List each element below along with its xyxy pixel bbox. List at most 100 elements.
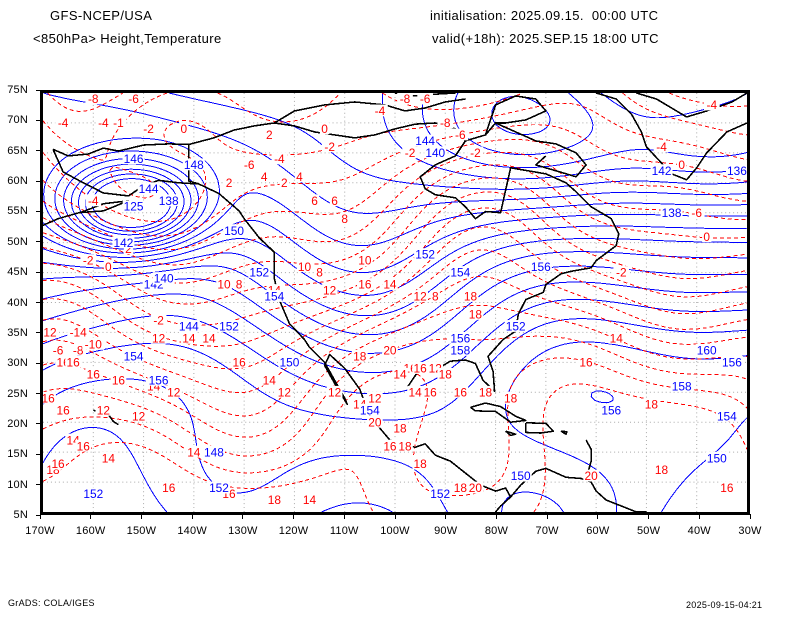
contour-label: 136 — [727, 164, 747, 178]
contour-label: -4 — [88, 194, 99, 208]
initialisation-time: initialisation: 2025.09.15. 00:00 UTC — [430, 8, 659, 23]
contour-label: 138 — [159, 194, 179, 208]
x-tick-label: 160W — [75, 525, 106, 537]
plot-inner-area: -8 -6 -8 -6 -4 -4 -4 -4 -1 -2 0 0 -8 -6 -2 -2 -2 -4 -4 -6 0 2… — [43, 93, 747, 512]
contour-label: 152 — [219, 320, 239, 334]
contour-label: 0 — [678, 158, 685, 172]
contour-label: 18 — [504, 391, 518, 405]
contour-label: 12 — [278, 385, 291, 399]
contour-label: -4 — [58, 116, 69, 130]
contour-label: 18 — [464, 290, 478, 304]
y-tick-mark — [36, 241, 41, 243]
contour-label: 16 — [77, 439, 91, 453]
valid-time: valid(+18h): 2025.SEP.15 18:00 UTC — [432, 31, 659, 46]
contour-label: -2 — [324, 140, 335, 154]
contour-label: -2 — [143, 122, 154, 136]
y-tick-mark — [36, 180, 41, 182]
x-tick-mark — [39, 514, 41, 519]
contour-label: 0 — [321, 122, 328, 136]
y-axis-ticklabels: 75N 70N 65N 60N 55N 50N 45N 40N 35N 30N 25N 20N 15N 1… — [0, 84, 41, 521]
contour-label: -6 — [244, 158, 255, 172]
level-field-title: <850hPa> Height,Temperature — [33, 31, 222, 46]
contour-label: -12 — [43, 326, 57, 340]
y-tick-mark — [36, 210, 41, 212]
contour-label: 18 — [414, 457, 428, 471]
contour-label: 14 — [182, 332, 196, 346]
contour-label: 16 — [579, 356, 593, 370]
contour-label: 154 — [264, 290, 284, 304]
contour-label: 152 — [83, 487, 103, 501]
x-tick-mark — [445, 514, 447, 519]
y-tick-label: 40N — [7, 296, 28, 309]
y-tick-mark — [36, 423, 41, 425]
contour-label: 154 — [450, 266, 470, 280]
x-tick-mark — [749, 514, 751, 519]
x-tick-label: 90W — [434, 525, 458, 537]
contour-label: 16 — [112, 373, 126, 387]
model-title: GFS-NCEP/USA — [50, 8, 153, 23]
y-tick-mark — [36, 362, 41, 364]
contour-label: 146 — [124, 152, 144, 166]
y-tick-mark — [36, 453, 41, 455]
contour-label: 12 — [152, 332, 165, 346]
contour-label: 12 — [132, 409, 145, 423]
contour-label: 18 — [393, 421, 407, 435]
contour-label: 154 — [360, 403, 380, 417]
contour-label: 0 — [180, 122, 187, 136]
contour-label: 10 — [358, 254, 372, 268]
contour-label: -8 — [88, 93, 99, 106]
contour-label: 150 — [707, 451, 727, 465]
contour-label: 158 — [672, 379, 692, 393]
contour-label: 140 — [154, 272, 174, 286]
contour-label: 18 — [353, 350, 367, 364]
contour-label: 158 — [450, 344, 470, 358]
y-tick-label: 5N — [13, 509, 28, 521]
contour-label: 4 — [261, 170, 268, 184]
contour-label: 0 — [105, 260, 112, 274]
contour-label: 12 — [414, 290, 427, 304]
x-tick-mark — [394, 514, 396, 519]
contour-label: 10 — [298, 260, 312, 274]
contour-label: 16 — [162, 481, 176, 495]
contour-label: -8 — [440, 116, 451, 130]
contour-label: 16 — [383, 439, 397, 453]
contour-label: 152 — [430, 487, 450, 501]
contour-label: 8 — [316, 266, 323, 280]
contour-label: 2 — [125, 242, 132, 256]
contour-label: 10 — [217, 278, 231, 292]
y-tick-label: 25N — [7, 387, 28, 400]
y-tick-mark — [36, 514, 41, 516]
contour-label: -6 — [455, 128, 466, 142]
contour-label: 8 — [432, 290, 439, 304]
x-tick-label: 50W — [636, 525, 661, 537]
contour-label: 4 — [296, 170, 303, 184]
contour-label: 14 — [102, 451, 116, 465]
contour-label: 16 — [43, 391, 55, 405]
contour-label: -2 — [405, 146, 416, 160]
y-tick-mark — [36, 332, 41, 334]
y-tick-mark — [36, 150, 41, 152]
contour-label: 150 — [224, 224, 244, 238]
contour-label: 144 — [415, 134, 435, 148]
contour-label: 18 — [439, 368, 453, 382]
contour-label: 12 — [368, 391, 381, 405]
contour-label: 156 — [722, 356, 742, 370]
contour-label: 160 — [697, 344, 717, 358]
y-tick-label: 45N — [7, 266, 28, 279]
x-tick-mark — [648, 514, 650, 519]
contour-label: 20 — [585, 469, 599, 483]
contour-label: 12 — [167, 385, 180, 399]
x-tick-mark — [90, 514, 92, 519]
contour-label: -6 — [420, 93, 431, 106]
contour-label: -2 — [153, 314, 164, 328]
contour-label: 12 — [328, 385, 341, 399]
x-tick-label: 120W — [278, 525, 309, 537]
contour-label: 150 — [511, 469, 531, 483]
x-tick-label: 100W — [380, 525, 410, 537]
x-tick-mark — [495, 514, 497, 519]
y-tick-label: 55N — [7, 205, 28, 218]
contour-label: 156 — [450, 332, 470, 346]
contour-label: 16 — [233, 356, 247, 370]
contour-label: 144 — [139, 182, 159, 196]
contour-label: 148 — [184, 158, 204, 172]
